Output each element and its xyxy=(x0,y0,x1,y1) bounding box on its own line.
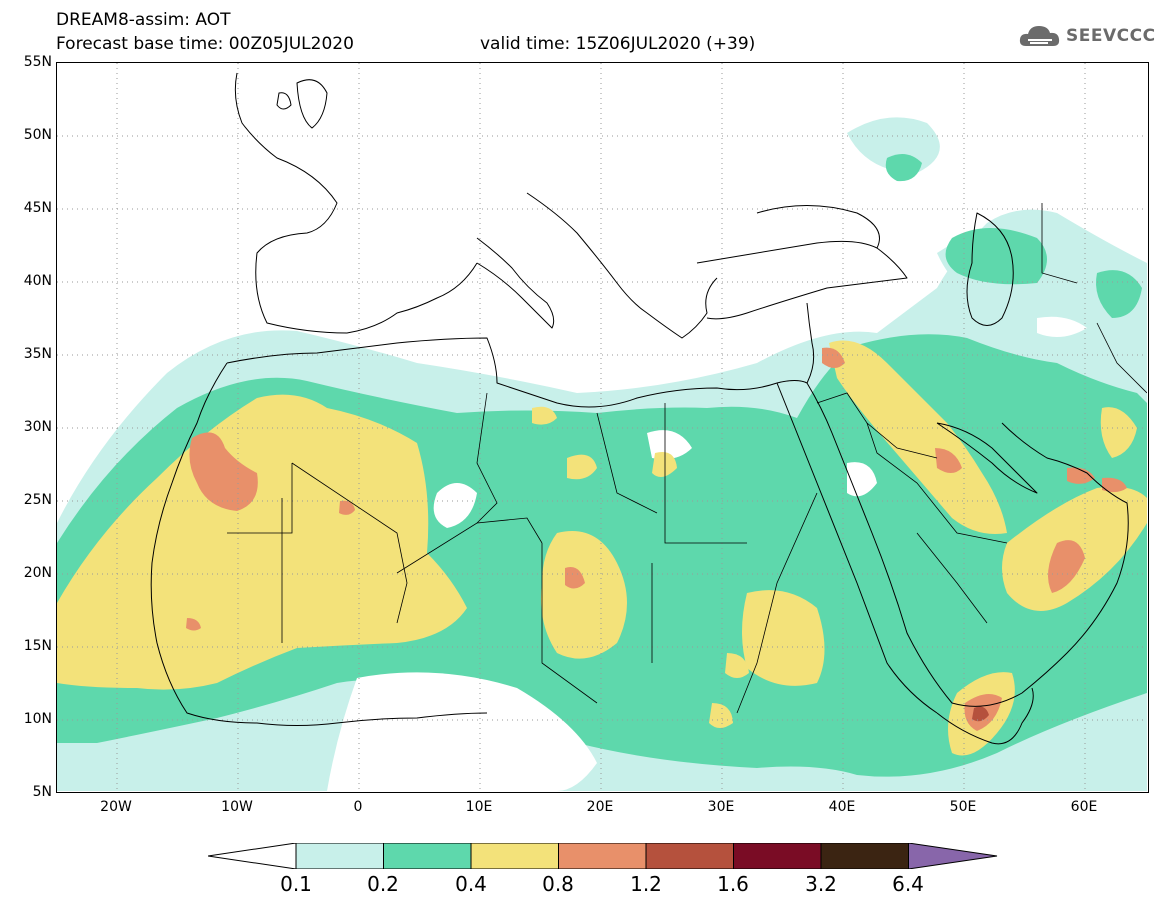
colorbar-label: 0.8 xyxy=(542,872,574,896)
lon-label: 20E xyxy=(586,799,614,815)
colorbar-swatch-2 xyxy=(470,842,559,870)
colorbar-swatch-5 xyxy=(733,842,822,870)
colorbar xyxy=(207,842,998,870)
aot-clean-areas xyxy=(327,316,1087,791)
aot-level-0.8 xyxy=(186,347,1127,731)
lon-label: 60E xyxy=(1070,799,1098,815)
colorbar-label: 6.4 xyxy=(892,872,924,896)
colorbar-high-arrow xyxy=(908,842,998,870)
lon-label: 10W xyxy=(221,799,253,815)
lat-label: 30N xyxy=(23,419,52,435)
lon-label: 0 xyxy=(353,799,363,815)
colorbar-label: 1.2 xyxy=(630,872,662,896)
colorbar-swatch-6 xyxy=(820,842,909,870)
aot-level-0.4 xyxy=(57,340,1147,756)
lat-label: 35N xyxy=(23,346,52,362)
colorbar-swatch-0 xyxy=(295,842,384,870)
country-borders xyxy=(227,203,1147,714)
logo-text: SEEVCCC xyxy=(1066,26,1156,46)
aot-map xyxy=(56,62,1149,793)
lat-label: 25N xyxy=(23,492,52,508)
aot-level-1.2 xyxy=(972,706,989,722)
colorbar-label: 3.2 xyxy=(805,872,837,896)
colorbar-swatch-1 xyxy=(383,842,472,870)
lon-label: 40E xyxy=(828,799,856,815)
graticule xyxy=(57,63,1147,791)
lon-label: 30E xyxy=(707,799,735,815)
lat-label: 55N xyxy=(23,54,52,70)
map-title: DREAM8-assim: AOT xyxy=(56,10,231,30)
seevccc-logo: SEEVCCC xyxy=(1018,22,1156,50)
colorbar-label: 0.2 xyxy=(367,872,399,896)
lat-label: 45N xyxy=(23,200,52,216)
lon-label: 10E xyxy=(465,799,493,815)
colorbar-label: 0.1 xyxy=(280,872,312,896)
coastlines xyxy=(150,72,1129,745)
lat-label: 15N xyxy=(23,638,52,654)
lon-label: 20W xyxy=(100,799,132,815)
lon-label: 50E xyxy=(949,799,977,815)
valid-time: valid time: 15Z06JUL2020 (+39) xyxy=(480,34,756,54)
colorbar-label: 1.6 xyxy=(717,872,749,896)
lat-label: 5N xyxy=(32,784,52,800)
colorbar-swatch-4 xyxy=(645,842,734,870)
lat-label: 50N xyxy=(23,127,52,143)
cloud-icon xyxy=(1019,26,1060,46)
lat-label: 20N xyxy=(23,565,52,581)
lat-label: 10N xyxy=(23,711,52,727)
colorbar-swatch-3 xyxy=(558,842,647,870)
forecast-base-time: Forecast base time: 00Z05JUL2020 xyxy=(56,34,354,54)
lat-label: 40N xyxy=(23,273,52,289)
colorbar-label: 0.4 xyxy=(455,872,487,896)
colorbar-low-arrow xyxy=(207,842,297,870)
